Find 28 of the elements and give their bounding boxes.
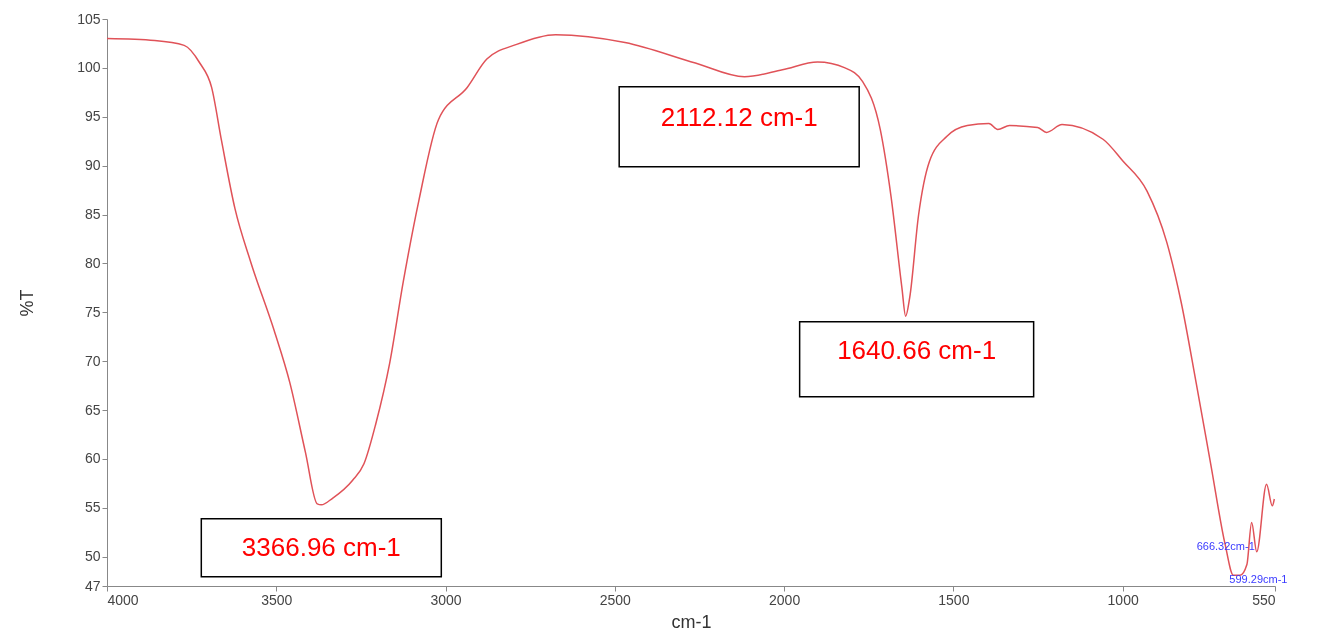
y-tick-label: 85 [84, 206, 101, 223]
annotation: 599.29cm-1 [1229, 572, 1288, 585]
x-tick-label: 2500 [599, 591, 632, 608]
x-tick-label: 1000 [1107, 591, 1139, 608]
y-tick-label: 105 [77, 10, 101, 27]
x-tick-label: 2000 [769, 591, 801, 608]
y-axis-title: %T [17, 289, 38, 317]
y-tick-label: 75 [84, 303, 101, 320]
y-tick-label: 47 [84, 577, 101, 594]
y-tick-label: 95 [84, 108, 101, 125]
x-tick-label: 4000 [107, 591, 139, 608]
y-tick-label: 60 [84, 450, 101, 467]
x-tick-label: 1500 [938, 591, 970, 608]
y-tick-label: 55 [84, 499, 101, 516]
x-tick-label: 3000 [430, 591, 462, 608]
line-series [107, 33, 1275, 576]
annotation: 3366.96 cm-1 [241, 531, 401, 562]
annotation: 1640.66 cm-1 [837, 335, 997, 366]
y-tick-label: 65 [84, 401, 101, 418]
x-tick-label: 3500 [261, 591, 293, 608]
y-tick-label: 50 [84, 548, 101, 565]
x-tick-label: 550 [1252, 591, 1276, 608]
x-axis-title: cm-1 [671, 611, 712, 632]
annotation: 2112.12 cm-1 [660, 101, 818, 132]
y-tick-label: 100 [77, 59, 101, 76]
y-tick-label: 80 [84, 254, 101, 271]
y-tick-label: 70 [84, 352, 101, 369]
y-tick-label: 90 [84, 157, 101, 174]
